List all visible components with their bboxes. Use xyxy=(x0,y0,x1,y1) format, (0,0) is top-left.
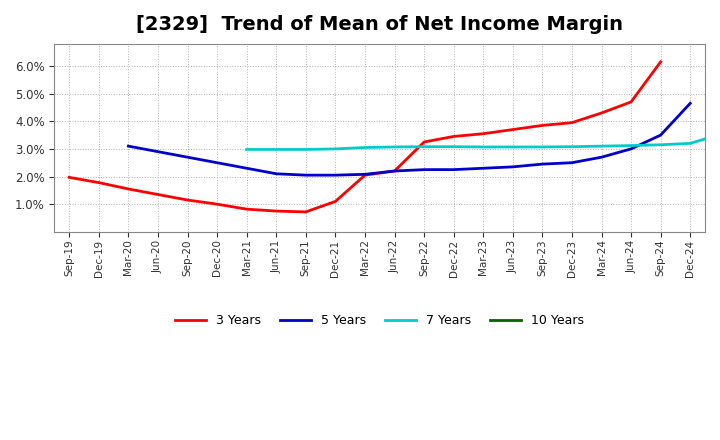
3 Years xyxy=(390,169,399,174)
5 Years xyxy=(449,167,458,172)
5 Years xyxy=(272,171,281,176)
3 Years xyxy=(420,139,428,145)
5 Years xyxy=(597,154,606,160)
3 Years xyxy=(538,123,546,128)
7 Years xyxy=(567,144,576,149)
3 Years xyxy=(94,180,103,185)
5 Years xyxy=(538,161,546,167)
3 Years xyxy=(361,172,369,178)
7 Years xyxy=(243,147,251,152)
7 Years xyxy=(331,146,340,151)
7 Years xyxy=(420,144,428,149)
3 Years xyxy=(626,99,635,105)
7 Years xyxy=(508,144,517,150)
3 Years xyxy=(567,120,576,125)
5 Years xyxy=(567,160,576,165)
3 Years xyxy=(153,192,162,197)
7 Years xyxy=(302,147,310,152)
3 Years xyxy=(65,175,73,180)
7 Years xyxy=(390,144,399,150)
3 Years xyxy=(657,59,665,65)
5 Years xyxy=(153,149,162,154)
5 Years xyxy=(183,154,192,160)
3 Years xyxy=(213,202,222,207)
7 Years xyxy=(538,144,546,150)
3 Years xyxy=(508,127,517,132)
Line: 5 Years: 5 Years xyxy=(128,103,690,175)
5 Years xyxy=(420,167,428,172)
5 Years xyxy=(302,172,310,178)
7 Years xyxy=(361,145,369,150)
Legend: 3 Years, 5 Years, 7 Years, 10 Years: 3 Years, 5 Years, 7 Years, 10 Years xyxy=(170,309,590,333)
5 Years xyxy=(331,172,340,178)
7 Years xyxy=(272,147,281,152)
5 Years xyxy=(243,165,251,171)
3 Years xyxy=(243,206,251,212)
3 Years xyxy=(124,186,132,191)
7 Years xyxy=(686,141,695,146)
7 Years xyxy=(657,142,665,147)
5 Years xyxy=(361,172,369,177)
5 Years xyxy=(626,146,635,151)
7 Years xyxy=(597,143,606,149)
5 Years xyxy=(390,169,399,174)
3 Years xyxy=(272,209,281,214)
3 Years xyxy=(302,209,310,215)
3 Years xyxy=(449,134,458,139)
5 Years xyxy=(213,160,222,165)
5 Years xyxy=(479,165,487,171)
5 Years xyxy=(657,132,665,138)
5 Years xyxy=(686,101,695,106)
7 Years xyxy=(716,132,720,137)
3 Years xyxy=(183,198,192,203)
Line: 7 Years: 7 Years xyxy=(247,135,720,150)
7 Years xyxy=(449,144,458,149)
5 Years xyxy=(508,164,517,169)
3 Years xyxy=(331,199,340,204)
Title: [2329]  Trend of Mean of Net Income Margin: [2329] Trend of Mean of Net Income Margi… xyxy=(136,15,624,34)
7 Years xyxy=(479,144,487,150)
5 Years xyxy=(124,143,132,149)
Line: 3 Years: 3 Years xyxy=(69,62,661,212)
3 Years xyxy=(597,110,606,116)
3 Years xyxy=(479,131,487,136)
7 Years xyxy=(626,143,635,148)
